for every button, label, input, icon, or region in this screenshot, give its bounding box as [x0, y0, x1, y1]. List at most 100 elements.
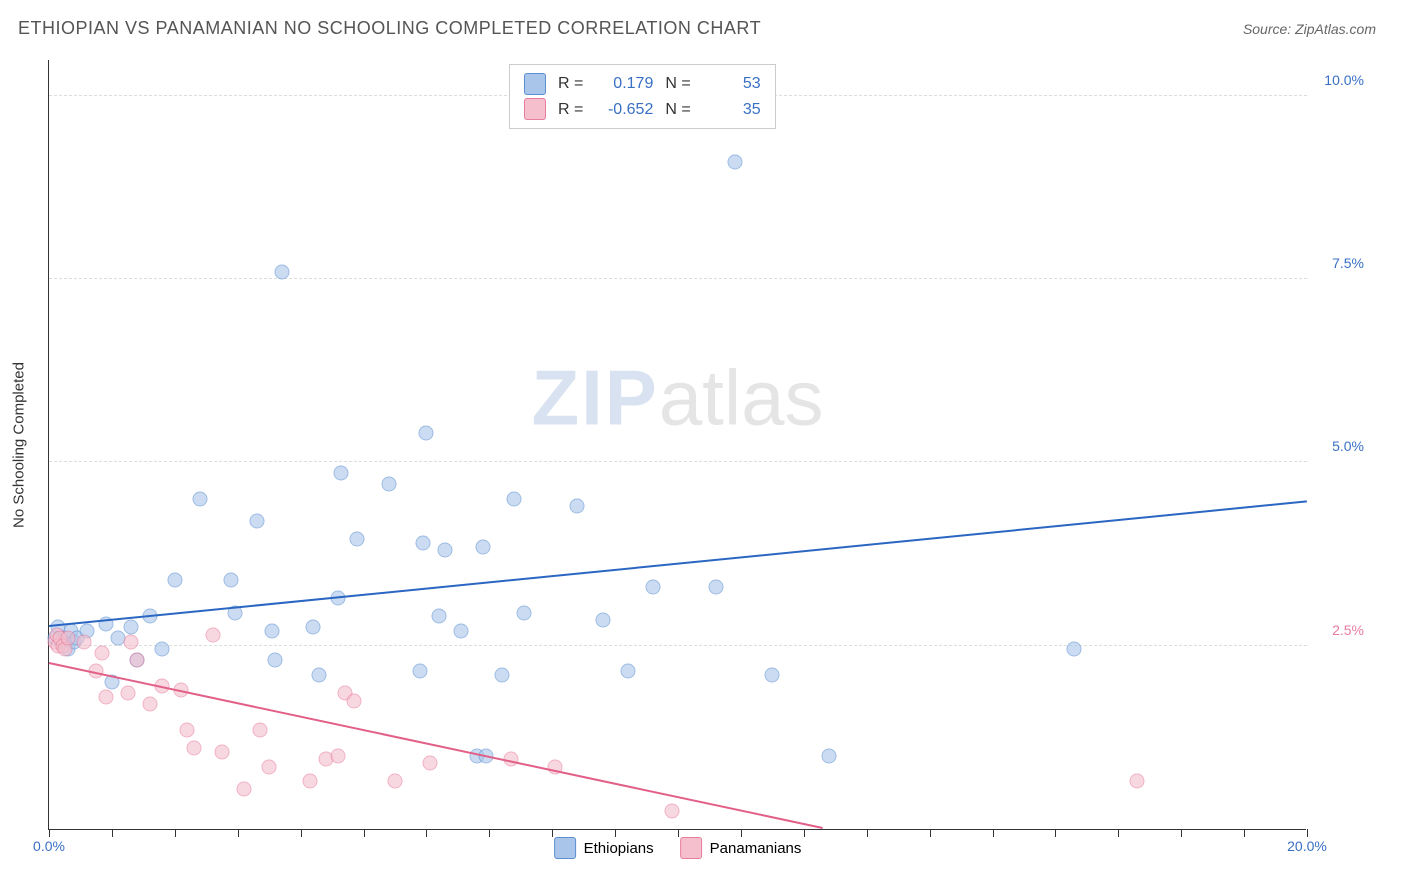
- trend-line: [49, 662, 823, 829]
- data-point: [476, 539, 491, 554]
- gridline: [49, 278, 1307, 279]
- data-point: [419, 426, 434, 441]
- x-tick: [741, 829, 742, 837]
- y-tick-label: 5.0%: [1314, 438, 1364, 454]
- x-tick: [867, 829, 868, 837]
- data-point: [120, 686, 135, 701]
- data-point: [60, 631, 75, 646]
- series-swatch: [524, 73, 546, 95]
- data-point: [453, 624, 468, 639]
- gridline: [49, 645, 1307, 646]
- data-point: [236, 781, 251, 796]
- y-tick-label: 7.5%: [1314, 255, 1364, 271]
- scatter-plot: ZIPatlas No Schooling Completed R =0.179…: [48, 60, 1306, 830]
- legend-swatch: [680, 837, 702, 859]
- data-point: [142, 697, 157, 712]
- r-label: R =: [558, 71, 583, 97]
- data-point: [350, 532, 365, 547]
- x-tick: [238, 829, 239, 837]
- x-tick: [552, 829, 553, 837]
- source-attribution: Source: ZipAtlas.com: [1243, 21, 1376, 37]
- data-point: [595, 613, 610, 628]
- data-point: [155, 642, 170, 657]
- legend-item: Ethiopians: [554, 837, 654, 859]
- data-point: [727, 154, 742, 169]
- x-tick: [615, 829, 616, 837]
- n-label: N =: [665, 71, 690, 97]
- data-point: [95, 646, 110, 661]
- data-point: [262, 759, 277, 774]
- data-point: [123, 620, 138, 635]
- x-tick: [112, 829, 113, 837]
- data-point: [303, 774, 318, 789]
- x-tick-label: 0.0%: [33, 838, 65, 854]
- r-label: R =: [558, 97, 583, 123]
- data-point: [205, 627, 220, 642]
- watermark: ZIPatlas: [531, 353, 823, 444]
- data-point: [821, 748, 836, 763]
- x-tick-label: 20.0%: [1287, 838, 1327, 854]
- legend-label: Panamanians: [710, 840, 802, 857]
- x-tick: [678, 829, 679, 837]
- x-tick: [1181, 829, 1182, 837]
- data-point: [431, 609, 446, 624]
- data-point: [1067, 642, 1082, 657]
- data-point: [507, 492, 522, 507]
- r-value: -0.652: [595, 97, 653, 123]
- data-point: [123, 635, 138, 650]
- chart-title: ETHIOPIAN VS PANAMANIAN NO SCHOOLING COM…: [18, 18, 761, 39]
- y-tick-label: 10.0%: [1314, 72, 1364, 88]
- x-tick: [364, 829, 365, 837]
- x-tick: [1118, 829, 1119, 837]
- data-point: [570, 499, 585, 514]
- data-point: [765, 668, 780, 683]
- data-point: [516, 605, 531, 620]
- data-point: [708, 580, 723, 595]
- data-point: [664, 803, 679, 818]
- data-point: [438, 543, 453, 558]
- data-point: [312, 668, 327, 683]
- data-point: [620, 664, 635, 679]
- y-axis-label: No Schooling Completed: [11, 362, 28, 528]
- n-value: 35: [703, 97, 761, 123]
- n-label: N =: [665, 97, 690, 123]
- legend-item: Panamanians: [680, 837, 802, 859]
- data-point: [192, 492, 207, 507]
- data-point: [130, 653, 145, 668]
- data-point: [334, 466, 349, 481]
- data-point: [274, 264, 289, 279]
- data-point: [306, 620, 321, 635]
- data-point: [413, 664, 428, 679]
- data-point: [186, 741, 201, 756]
- stats-legend-box: R = 0.179 N = 53 R = -0.652 N = 35: [509, 64, 776, 129]
- series-swatch: [524, 98, 546, 120]
- x-tick: [175, 829, 176, 837]
- data-point: [347, 693, 362, 708]
- x-tick: [1244, 829, 1245, 837]
- data-point: [249, 514, 264, 529]
- data-point: [416, 536, 431, 551]
- series-legend: Ethiopians Panamanians: [554, 837, 802, 859]
- x-tick: [301, 829, 302, 837]
- stats-row: R = 0.179 N = 53: [524, 71, 761, 97]
- x-tick: [993, 829, 994, 837]
- legend-label: Ethiopians: [584, 840, 654, 857]
- n-value: 53: [703, 71, 761, 97]
- x-tick: [930, 829, 931, 837]
- legend-swatch: [554, 837, 576, 859]
- y-tick-label: 2.5%: [1314, 622, 1364, 638]
- data-point: [214, 745, 229, 760]
- data-point: [167, 572, 182, 587]
- data-point: [381, 477, 396, 492]
- data-point: [180, 723, 195, 738]
- x-tick: [1055, 829, 1056, 837]
- gridline: [49, 461, 1307, 462]
- x-tick: [426, 829, 427, 837]
- data-point: [76, 635, 91, 650]
- data-point: [331, 748, 346, 763]
- data-point: [494, 668, 509, 683]
- r-value: 0.179: [595, 71, 653, 97]
- data-point: [268, 653, 283, 668]
- x-tick: [49, 829, 50, 837]
- data-point: [265, 624, 280, 639]
